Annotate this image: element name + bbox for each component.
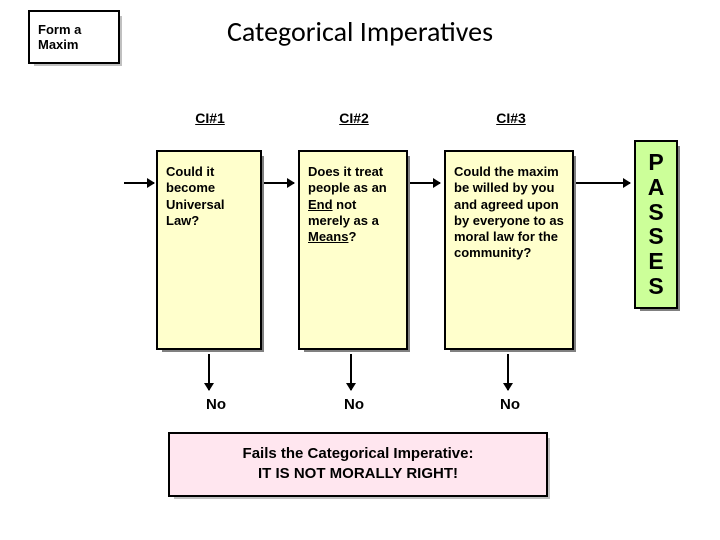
- passes-letter: E: [644, 249, 668, 274]
- ci-header-1: CI#1: [186, 110, 234, 126]
- passes-letter: S: [644, 274, 668, 299]
- ci-box-3: Could the maxim be willed by you and agr…: [444, 150, 574, 350]
- maxim-box: Form a Maxim: [28, 10, 120, 64]
- arrow-out-ci1: [264, 182, 294, 184]
- passes-letter: S: [644, 200, 668, 225]
- arrow-down-ci3: [507, 354, 509, 390]
- arrow-down-ci2: [350, 354, 352, 390]
- passes-letter: A: [644, 175, 668, 200]
- arrow-out-ci3: [576, 182, 630, 184]
- passes-box: PASSES: [634, 140, 678, 309]
- arrow-into-ci1: [124, 182, 154, 184]
- fails-line2: IT IS NOT MORALLY RIGHT!: [258, 465, 458, 482]
- fails-box: Fails the Categorical Imperative: IT IS …: [168, 432, 548, 497]
- ci-header-2: CI#2: [330, 110, 378, 126]
- arrow-out-ci2: [410, 182, 440, 184]
- ci-box-2: Does it treat people as an End not merel…: [298, 150, 408, 350]
- passes-letter: S: [644, 224, 668, 249]
- fails-line1: Fails the Categorical Imperative:: [243, 445, 474, 462]
- ci-header-3: CI#3: [487, 110, 535, 126]
- no-label-ci2: No: [344, 396, 364, 413]
- passes-letter: P: [644, 150, 668, 175]
- no-label-ci3: No: [500, 396, 520, 413]
- arrow-down-ci1: [208, 354, 210, 390]
- ci-box-1: Could it become Universal Law?: [156, 150, 262, 350]
- no-label-ci1: No: [206, 396, 226, 413]
